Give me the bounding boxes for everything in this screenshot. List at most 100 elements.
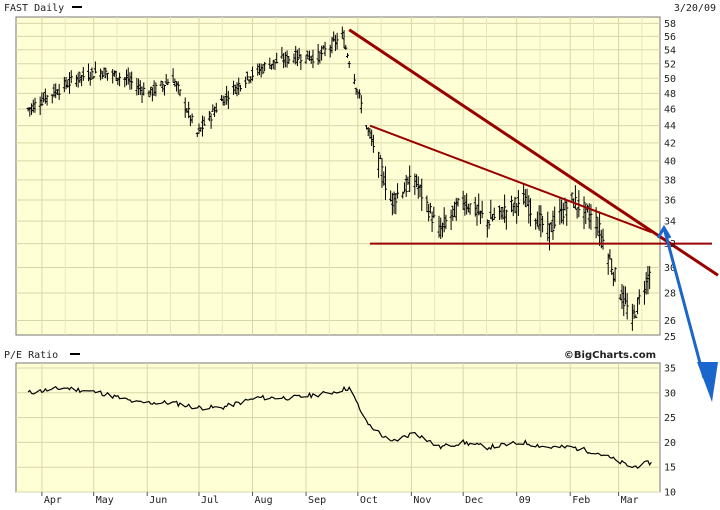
ohlc-bar xyxy=(45,94,49,106)
ohlc-bar xyxy=(430,211,434,233)
ohlc-bar xyxy=(420,178,424,212)
ohlc-bar xyxy=(202,116,206,126)
ohlc-bar xyxy=(176,81,180,94)
ohlc-bar xyxy=(200,115,204,137)
watermark: ©BigCharts.com xyxy=(564,350,656,361)
ohlc-bar xyxy=(610,258,614,275)
ohlc-bar xyxy=(516,190,520,216)
ohlc-bar xyxy=(118,72,122,87)
ohlc-bar xyxy=(648,266,652,290)
ohlc-bar xyxy=(625,293,629,320)
pe-y-tick-label: 25 xyxy=(664,413,676,424)
x-tick-label: Apr xyxy=(44,495,62,506)
ohlc-bar xyxy=(161,81,165,93)
ohlc-bar xyxy=(504,209,508,230)
ohlc-bar xyxy=(523,189,527,208)
price-y-tick-label: 32 xyxy=(664,239,676,250)
x-tick-label: Oct xyxy=(360,495,378,506)
ohlc-bar xyxy=(561,202,565,225)
ohlc-bar xyxy=(142,82,146,96)
ohlc-bar xyxy=(371,134,375,153)
price-y-tick-label: 48 xyxy=(664,89,676,100)
x-tick-label: 09 xyxy=(519,495,531,506)
price-header-title: FAST Daily xyxy=(4,3,64,14)
ohlc-bar xyxy=(529,198,533,227)
ohlc-bar xyxy=(347,60,351,69)
pe-ratio-line xyxy=(27,385,652,470)
price-y-tick-label: 58 xyxy=(664,19,676,30)
ohlc-bar xyxy=(573,185,577,210)
ohlc-bar xyxy=(226,90,230,110)
ohlc-bar xyxy=(207,110,211,122)
price-y-tick-label: 28 xyxy=(664,289,676,300)
ohlc-bar xyxy=(570,192,574,202)
ohlc-bar xyxy=(33,97,37,113)
pe-y-tick-label: 20 xyxy=(664,438,676,449)
price-y-tick-label: 26 xyxy=(664,316,676,327)
ohlc-bar xyxy=(68,72,72,94)
ohlc-bar xyxy=(634,314,638,319)
ohlc-bar xyxy=(539,205,543,238)
x-axis: Apr May Jun Jul Aug Sep Oct Nov Dec 09 Feb Mar xyxy=(41,492,639,506)
trendlines xyxy=(348,28,719,277)
ohlc-bar xyxy=(311,49,315,69)
x-tick-label: Jun xyxy=(149,495,167,506)
pe-y-tick-label: 10 xyxy=(664,488,676,499)
x-tick-label: Jul xyxy=(201,495,219,506)
ohlc-bar xyxy=(622,285,626,317)
ohlc-bar xyxy=(510,195,514,213)
ohlc-bar xyxy=(553,206,557,229)
ohlc-bar xyxy=(401,191,405,199)
ohlc-bar xyxy=(69,70,73,84)
ohlc-bar xyxy=(162,84,166,96)
ohlc-bar xyxy=(130,71,134,90)
price-header-bar xyxy=(0,0,720,14)
ohlc-bar xyxy=(335,32,339,50)
x-tick-label: Sep xyxy=(308,495,326,506)
ohlc-bar xyxy=(582,196,586,230)
ohlc-bar xyxy=(513,196,517,214)
ohlc-bar xyxy=(480,200,484,219)
price-y-tick-label: 40 xyxy=(664,156,676,167)
price-y-axis: 26 28 30 32 34 36 38 40 42 44 46 48 50 52 54 56 58 xyxy=(664,19,676,327)
ohlc-bar xyxy=(245,71,249,81)
price-header-date: 3/20/09 xyxy=(674,3,716,14)
ohlc-bar xyxy=(81,66,85,81)
x-tick-label: May xyxy=(96,495,114,506)
arrow-shaft xyxy=(662,227,706,379)
price-grid xyxy=(16,17,660,335)
price-panel xyxy=(15,16,661,336)
ohlc-bar xyxy=(456,197,460,207)
ohlc-bar xyxy=(383,166,387,200)
ohlc-bar xyxy=(394,193,398,215)
ohlc-bar xyxy=(316,43,320,65)
ohlc-bar xyxy=(598,211,602,246)
ohlc-bar xyxy=(214,102,218,113)
ohlc-bar xyxy=(178,89,182,97)
ohlc-bar xyxy=(221,95,225,106)
price-bars xyxy=(26,26,652,331)
pe-y-tick-label: 30 xyxy=(664,388,676,399)
ohlc-bar xyxy=(90,67,94,80)
ohlc-bar xyxy=(428,202,432,214)
pe-y-axis: 10 15 20 25 30 35 xyxy=(664,363,676,498)
ohlc-bar xyxy=(344,44,348,50)
ohlc-bar xyxy=(287,55,291,64)
price-y-tick-label: 50 xyxy=(664,74,676,85)
ohlc-bar xyxy=(238,84,242,92)
ohlc-bar xyxy=(354,87,358,95)
arrow-head xyxy=(697,362,718,402)
price-y-tick-label: 42 xyxy=(664,138,676,149)
ohlc-bar xyxy=(492,207,496,220)
ohlc-bar xyxy=(380,158,384,188)
ohlc-bar xyxy=(345,53,349,58)
price-y-tick-label: 34 xyxy=(664,217,676,228)
ohlc-bar xyxy=(408,165,412,193)
ohlc-bar xyxy=(359,95,363,114)
pe-y-tick-label: 15 xyxy=(664,463,676,474)
x-tick-label: Feb xyxy=(572,495,590,506)
trendline xyxy=(348,28,719,277)
ohlc-bar xyxy=(187,101,191,119)
